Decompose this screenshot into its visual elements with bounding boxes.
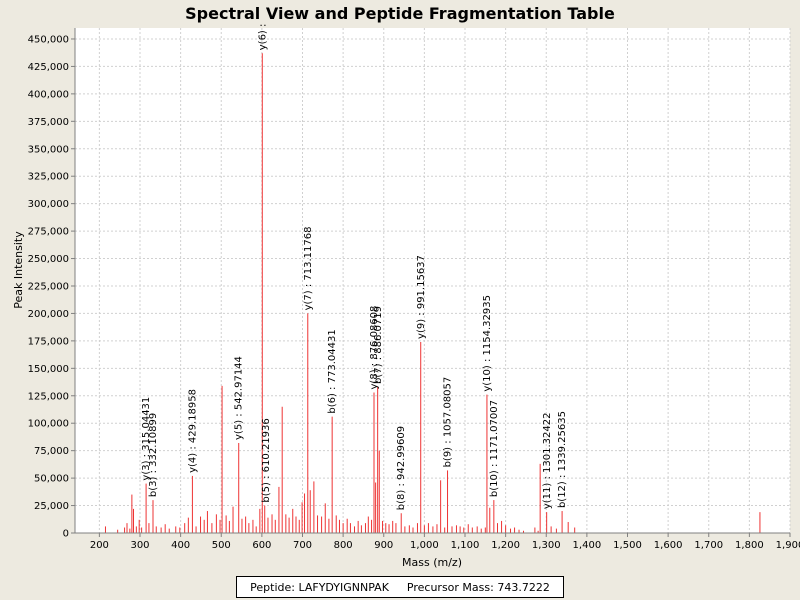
y-axis-label: Peak Intensity: [12, 231, 25, 309]
y-tick-label: 250,000: [28, 254, 69, 265]
peak-label: y(9) : 991.15637: [416, 255, 427, 339]
x-tick-label: 700: [293, 540, 312, 551]
y-tick-label: 125,000: [28, 391, 69, 402]
x-tick-label: 800: [334, 540, 353, 551]
x-tick-label: 1,500: [613, 540, 642, 551]
x-tick-label: 1,300: [532, 540, 561, 551]
peak-label: y(6) :: [257, 24, 268, 51]
peak-label: y(4) : 429.18958: [187, 389, 198, 473]
grid-lines: [75, 28, 791, 533]
peptide-info-box: Peptide: LAFYDYIGNNPAK Precursor Mass: 7…: [236, 576, 564, 598]
peak-label: y(10) : 1154.32935: [482, 295, 493, 392]
y-tick-label: 450,000: [28, 34, 69, 45]
y-tick-label: 0: [63, 529, 69, 540]
x-tick-label: 1,700: [694, 540, 723, 551]
peak-label: y(11) : 1301.32422: [542, 413, 553, 510]
y-axis-ticks: 0 25,000 50,000 75,000 100,000 125,000 150,000…: [28, 34, 75, 540]
x-tick-label: 300: [130, 540, 149, 551]
peak-label: y(8) : 876.08608: [369, 306, 380, 390]
peak-label: b(8) : 942.99609: [396, 426, 407, 510]
x-tick-label: 1,400: [573, 540, 602, 551]
x-tick-label: 600: [252, 540, 271, 551]
peak-label: b(7) : 886.0719: [373, 306, 384, 384]
y-tick-label: 75,000: [34, 446, 69, 457]
y-tick-label: 50,000: [34, 474, 69, 485]
peak-label: b(10) : 1171.07007: [489, 400, 500, 497]
x-axis-label: Mass (m/z): [402, 556, 462, 569]
x-tick-label: 1,800: [735, 540, 764, 551]
peak-label: b(9) : 1057.08057: [443, 377, 454, 468]
x-tick-label: 200: [90, 540, 109, 551]
x-tick-label: 500: [212, 540, 231, 551]
y-tick-label: 100,000: [28, 419, 69, 430]
x-tick-label: 1,200: [491, 540, 520, 551]
peaks: [104, 53, 761, 533]
y-tick-label: 350,000: [28, 144, 69, 155]
y-tick-label: 400,000: [28, 89, 69, 100]
y-tick-label: 25,000: [34, 501, 69, 512]
peak-label: b(3) : 332.10899: [148, 413, 159, 497]
y-tick-label: 325,000: [28, 172, 69, 183]
peptide-label: Peptide: LAFYDYIGNNPAK: [250, 580, 389, 594]
x-tick-label: 900: [374, 540, 393, 551]
y-tick-label: 300,000: [28, 199, 69, 210]
peak-label: b(5) : 610.21936: [261, 418, 272, 502]
y-tick-label: 200,000: [28, 309, 69, 320]
peak-label: b(12) : 1339.25635: [557, 411, 568, 508]
x-tick-label: 1,000: [410, 540, 439, 551]
y-tick-label: 175,000: [28, 336, 69, 347]
x-axis-ticks: 200 300 400 500 600 700 800 900 1,000 1,100 1,200 1…: [90, 533, 800, 551]
y-tick-label: 150,000: [28, 364, 69, 375]
peak-label: b(6) : 773.04431: [327, 329, 338, 413]
y-tick-label: 425,000: [28, 62, 69, 73]
y-tick-label: 275,000: [28, 227, 69, 238]
chart-title: Spectral View and Peptide Fragmentation …: [185, 4, 615, 23]
x-tick-label: 1,100: [451, 540, 480, 551]
precursor-mass-label: Precursor Mass: 743.7222: [406, 580, 550, 594]
peak-label: y(7) : 713.11768: [303, 227, 314, 311]
x-tick-label: 1,900: [776, 540, 800, 551]
x-tick-label: 400: [171, 540, 190, 551]
y-tick-label: 375,000: [28, 117, 69, 128]
peak-label: y(5) : 542.97144: [234, 356, 245, 440]
y-tick-label: 225,000: [28, 281, 69, 292]
x-tick-label: 1,600: [654, 540, 683, 551]
plot-area: [75, 28, 790, 533]
peak-label: y(3) : 315.04431: [141, 397, 152, 481]
